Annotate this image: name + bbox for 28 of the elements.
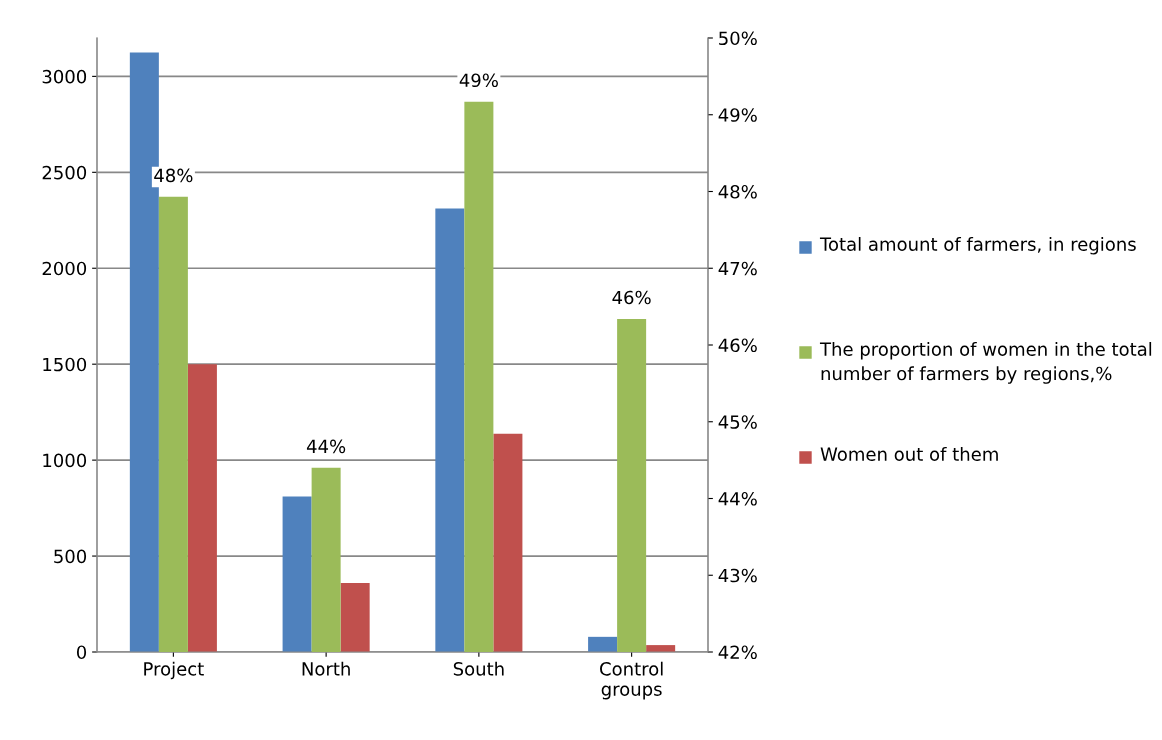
y2-tick-label: 48% — [718, 184, 757, 199]
y-tick-label: 500 — [54, 549, 87, 564]
bar — [588, 636, 618, 652]
y-tick-label: 0 — [76, 645, 87, 660]
legend-label: Women out of them — [820, 447, 998, 461]
y-tick-label: 1000 — [43, 453, 87, 468]
y2-tick-label: 42% — [718, 645, 757, 660]
y2-tick-label: 47% — [718, 261, 757, 276]
data-label: 48% — [154, 168, 193, 183]
x-tick-label: Control groups — [600, 661, 663, 700]
x-tick-label: South — [453, 661, 504, 676]
y2-tick-label: 43% — [718, 568, 757, 583]
data-label: 44% — [306, 439, 346, 454]
y-tick-label: 3000 — [42, 69, 87, 84]
y-tick-label: 2500 — [42, 165, 87, 180]
legend-label: Total amount of farmers, in regions — [819, 237, 1136, 255]
legend-label: The proportion of women in the total number of farmers by regions,% — [819, 342, 1152, 384]
y2-tick-label: 49% — [718, 108, 757, 122]
y2-tick-label: 50% — [719, 31, 757, 46]
y2-tick-label: 44% — [718, 491, 757, 506]
y2-tick-label: 46% — [718, 338, 757, 353]
x-tick-label: Project — [144, 661, 204, 680]
data-label: 46% — [612, 290, 651, 305]
y-tick-label: 1500 — [43, 357, 87, 372]
x-tick-label: North — [302, 661, 350, 676]
y-tick-label: 2000 — [42, 261, 87, 276]
y2-tick-label: 45% — [718, 415, 757, 429]
data-label: 49% — [459, 73, 498, 88]
